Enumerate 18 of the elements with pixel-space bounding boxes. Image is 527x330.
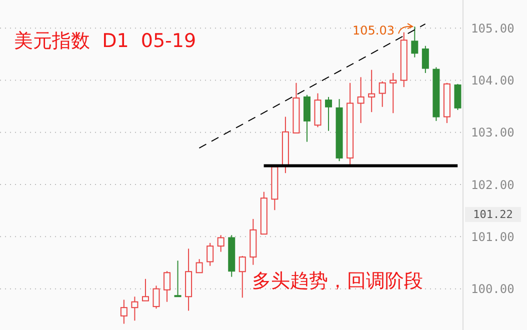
candlestick [250, 218, 257, 266]
text: 美元指数 D1 05-19 [14, 29, 196, 54]
candlestick [368, 69, 376, 113]
y-tick-label: 104.00 [471, 74, 514, 88]
candlestick [357, 76, 364, 124]
y-tick-label: 101.00 [471, 230, 514, 244]
candlestick [411, 26, 418, 58]
annotation: 多头趋势，回调阶段 [252, 269, 423, 294]
candlestick [185, 248, 192, 312]
candlestick [390, 72, 397, 114]
annotation: 105.03 [352, 24, 395, 38]
y-tick-label: 103.00 [471, 126, 514, 140]
y-tick-label: 105.00 [471, 21, 514, 36]
y-tick-label: 100.00 [471, 282, 514, 296]
candlestick [120, 299, 128, 324]
text: 101.22 [465, 207, 521, 222]
candlestick [131, 296, 138, 322]
y-tick-label: 102.00 [471, 178, 514, 192]
